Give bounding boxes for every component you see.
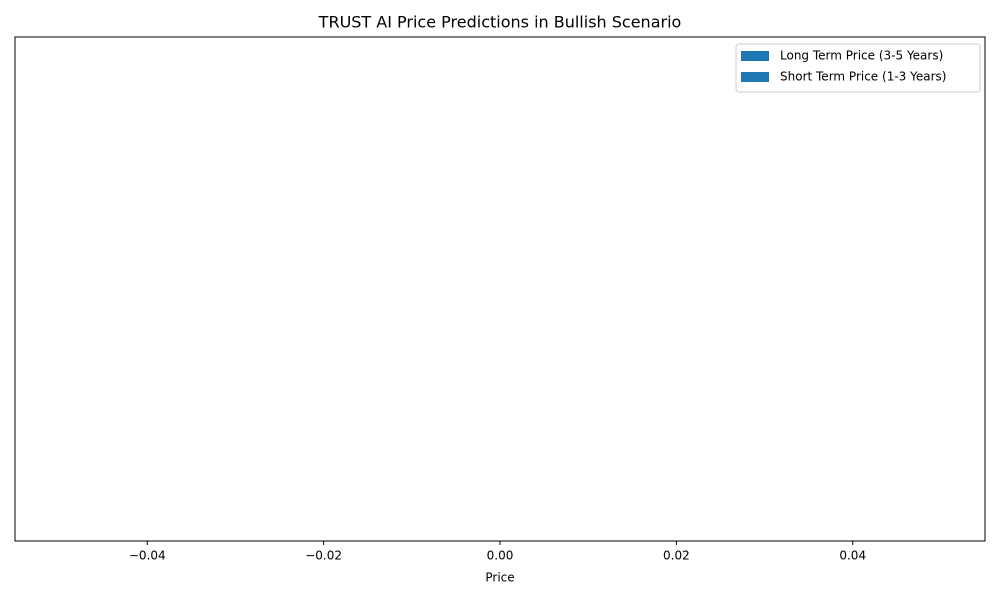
- x-tick-label: 0.02: [663, 549, 690, 563]
- legend-label: Long Term Price (3-5 Years): [780, 49, 943, 63]
- plot-frame: [14, 36, 986, 542]
- x-tick-label: 0.04: [839, 549, 866, 563]
- x-tick-label: 0.00: [487, 549, 514, 563]
- legend-label: Short Term Price (1-3 Years): [780, 70, 946, 84]
- legend-box: [735, 43, 981, 93]
- x-axis-label: Price: [485, 571, 514, 585]
- x-tick-label: −0.04: [129, 549, 166, 563]
- legend-swatch: [741, 72, 769, 82]
- legend-swatch: [741, 51, 769, 61]
- x-tick-label: −0.02: [305, 549, 342, 563]
- chart-title: TRUST AI Price Predictions in Bullish Sc…: [318, 13, 682, 32]
